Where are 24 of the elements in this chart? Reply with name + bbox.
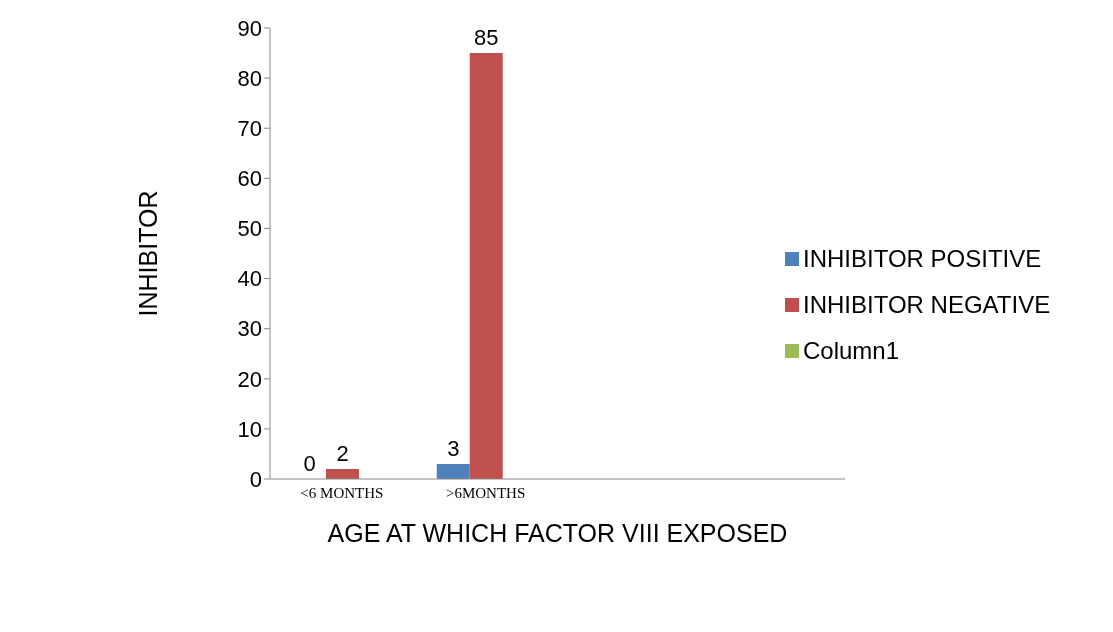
data-label: 0: [303, 450, 316, 476]
y-tick-label: 70: [237, 116, 262, 142]
y-tick-label: 80: [237, 65, 262, 91]
x-tick-label: >6MONTHS: [445, 484, 526, 501]
legend-label: INHIBITOR POSITIVE: [803, 245, 1042, 273]
x-axis-title: AGE AT WHICH FACTOR VIII EXPOSED: [327, 519, 788, 547]
y-tick-label: 60: [237, 166, 262, 192]
y-tick-label: 50: [237, 216, 262, 242]
bar: [436, 463, 470, 479]
y-tick-label: 0: [249, 466, 262, 492]
x-tick-label: <6 MONTHS: [300, 484, 384, 501]
legend-label: Column1: [803, 337, 900, 365]
data-label: 85: [474, 25, 499, 51]
bar: [326, 468, 359, 479]
data-label: 3: [447, 435, 460, 461]
y-tick-label: 90: [237, 15, 262, 41]
y-tick-label: 40: [237, 266, 262, 292]
data-label: 2: [336, 440, 349, 466]
y-tick-label: 10: [237, 416, 262, 442]
bar: [469, 53, 503, 479]
y-tick-label: 30: [237, 316, 262, 342]
y-axis-title: INHIBITOR: [133, 190, 162, 317]
legend-label: INHIBITOR NEGATIVE: [803, 291, 1051, 319]
y-tick-label: 20: [237, 366, 262, 392]
